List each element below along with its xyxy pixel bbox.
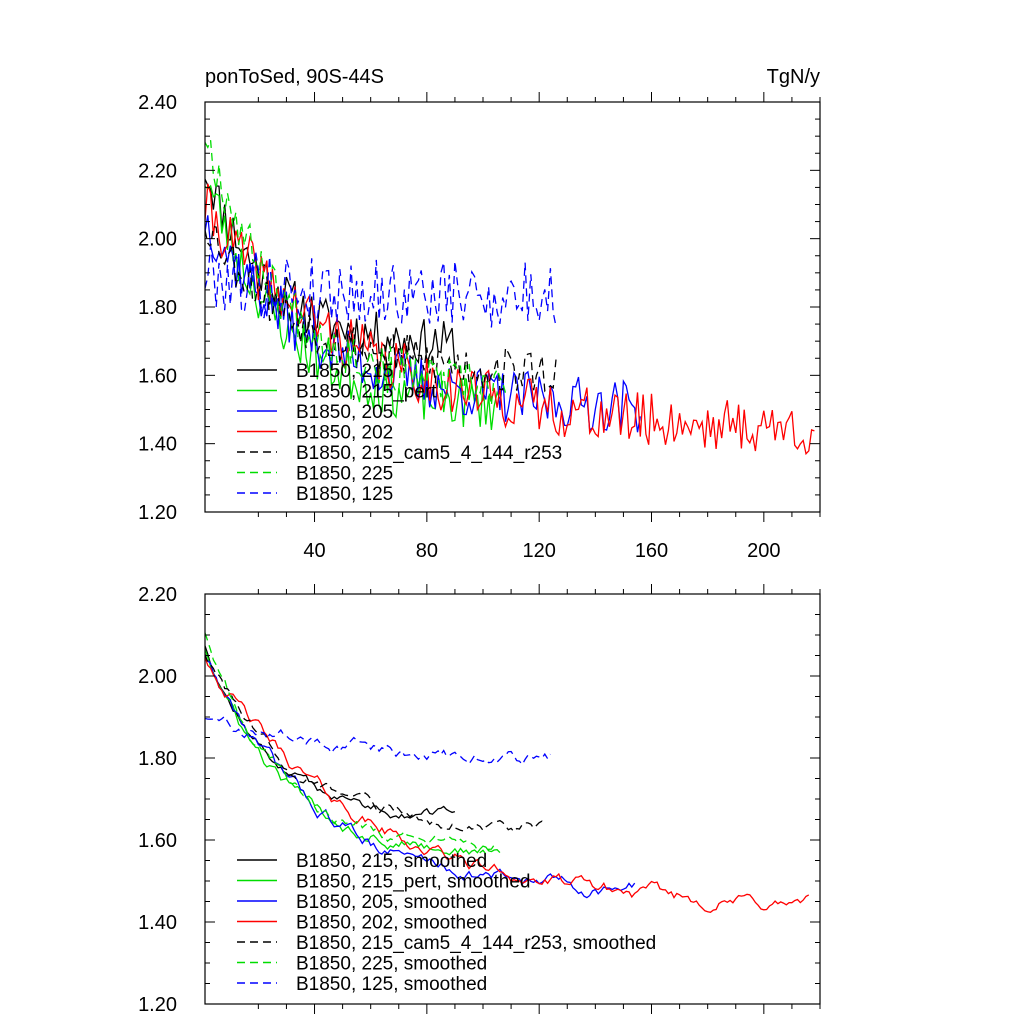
series-line <box>205 245 557 328</box>
y-tick-label: 1.60 <box>138 365 177 387</box>
series-line <box>205 645 456 819</box>
y-tick-label: 1.40 <box>138 434 177 456</box>
x-tick-label: 160 <box>635 540 668 562</box>
series-line <box>205 215 641 433</box>
legend-label: B1850, 202, smoothed <box>296 913 487 934</box>
series-line <box>205 140 507 406</box>
x-tick-label: 120 <box>522 540 555 562</box>
y-tick-label: 1.20 <box>138 502 177 524</box>
legend-label: B1850, 215 <box>296 361 393 382</box>
y-tick-label: 2.00 <box>138 666 177 688</box>
series-line <box>205 656 810 913</box>
bottom-panel: 1.20 1.40 1.60 1.80 2.00 2.20 B1850, 215, smoo… <box>138 584 821 1016</box>
legend-label: B1850, 215_pert <box>296 382 437 403</box>
series-line <box>205 184 501 430</box>
legend-label: B1850, 225 <box>296 464 393 485</box>
top-panel: ponToSed, 90S-44S TgN/y 1.20 1.40 1.60 1.80… <box>138 66 821 562</box>
legend-label: B1850, 125 <box>296 484 393 505</box>
series-line <box>205 653 546 833</box>
series-line <box>205 715 551 766</box>
panel-units: TgN/y <box>767 66 820 88</box>
series-line <box>205 649 501 856</box>
y-tick-label: 1.80 <box>138 297 177 319</box>
series-line <box>205 183 815 456</box>
y-tick-label: 2.40 <box>138 92 177 114</box>
x-tick-label: 80 <box>416 540 438 562</box>
legend-label: B1850, 215, smoothed <box>296 851 487 872</box>
y-tick-label: 1.80 <box>138 748 177 770</box>
legend-label: B1850, 215_pert, smoothed <box>296 872 531 893</box>
y-tick-label: 1.40 <box>138 912 177 934</box>
y-tick-label: 2.20 <box>138 160 177 182</box>
legend-label: B1850, 205, smoothed <box>296 892 487 913</box>
y-tick-label: 1.60 <box>138 830 177 852</box>
legend-label: B1850, 205 <box>296 402 393 423</box>
y-tick-label: 2.00 <box>138 229 177 251</box>
legend-label: B1850, 215_cam5_4_144_r253, smoothed <box>296 933 656 954</box>
legend-label: B1850, 125, smoothed <box>296 974 487 995</box>
legend-label: B1850, 202 <box>296 423 393 444</box>
panel-title: ponToSed, 90S-44S <box>205 66 384 88</box>
legend-label: B1850, 215_cam5_4_144_r253 <box>296 443 562 464</box>
x-tick-label: 200 <box>747 540 780 562</box>
y-tick-label: 2.20 <box>138 584 177 606</box>
x-tick-label: 40 <box>303 540 325 562</box>
y-tick-label: 1.20 <box>138 994 177 1016</box>
series-line <box>205 225 557 393</box>
series-line <box>205 632 495 856</box>
legend-label: B1850, 225, smoothed <box>296 954 487 975</box>
